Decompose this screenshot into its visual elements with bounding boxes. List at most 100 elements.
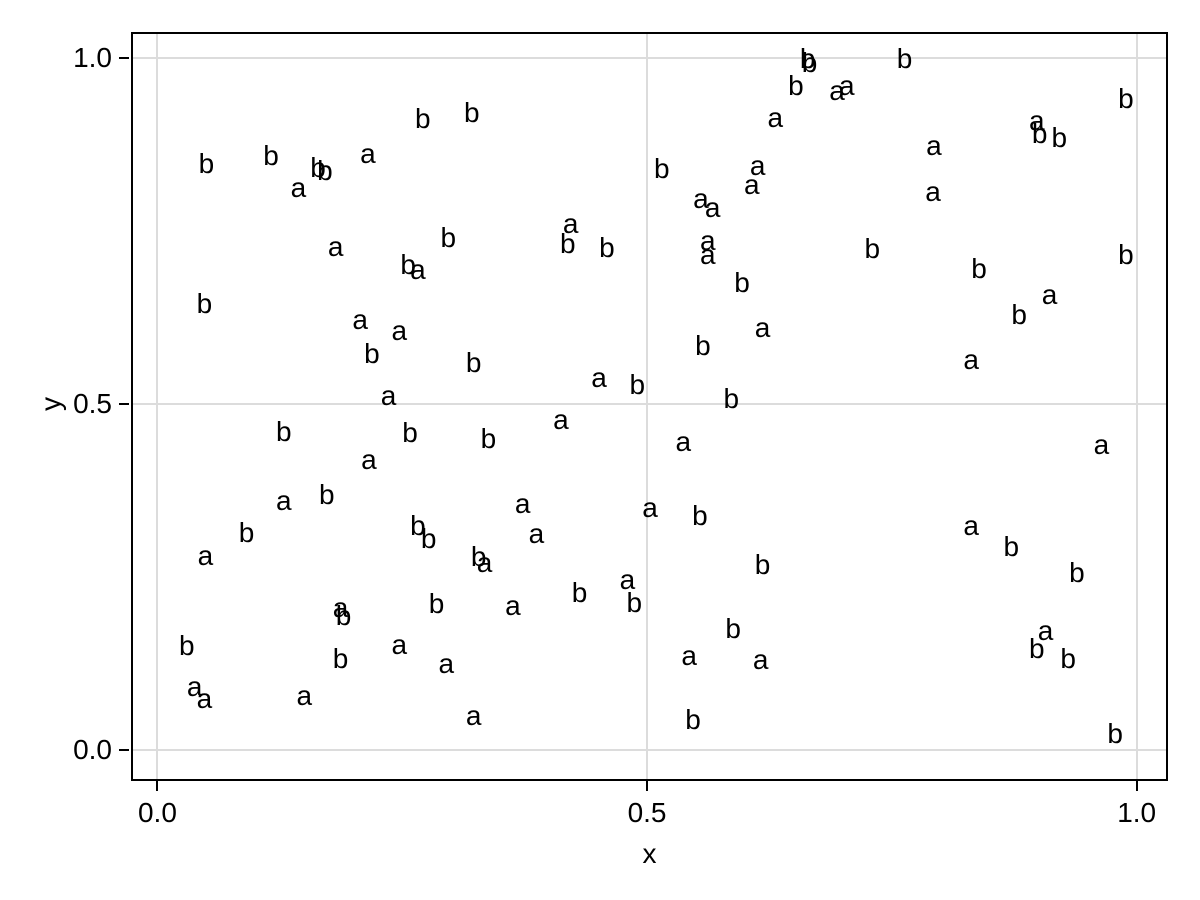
data-point-label-a: a <box>361 443 377 475</box>
data-point-label-b: b <box>864 232 881 264</box>
data-point-label-b: b <box>685 703 701 735</box>
data-point-label-a: a <box>410 254 426 286</box>
data-point-label-b: b <box>310 151 326 183</box>
data-point-label-b: b <box>799 43 816 75</box>
data-point-label-a: a <box>465 699 482 731</box>
plot-area <box>131 32 1168 781</box>
data-point-label-b: b <box>275 416 292 448</box>
data-point-label-b: b <box>1069 557 1085 589</box>
data-point-label-a: a <box>963 510 979 542</box>
data-point-label-b: b <box>238 517 255 549</box>
data-point-label-a: a <box>553 403 569 435</box>
data-point-label-a: a <box>591 362 607 394</box>
data-point-label-b: b <box>415 103 431 135</box>
data-point-label-b: b <box>480 422 497 454</box>
data-point-label-b: b <box>1060 642 1076 674</box>
data-point-label-a: a <box>963 344 979 376</box>
data-point-label-a: a <box>1093 428 1110 460</box>
data-point-label-b: b <box>440 222 457 254</box>
data-point-label-b: b <box>410 510 426 542</box>
data-point-label-b: b <box>364 337 380 369</box>
data-point-label-b: b <box>263 140 279 172</box>
data-point-label-a: a <box>752 643 769 675</box>
data-point-label-b: b <box>788 70 804 102</box>
x-tick-label: 0.5 <box>627 797 667 828</box>
y-tick-label: 1.0 <box>73 42 112 74</box>
y-tick-label: 0.5 <box>73 388 112 420</box>
data-point-label-a: a <box>186 670 203 702</box>
data-point-label-b: b <box>1031 117 1048 149</box>
data-point-label-b: b <box>1051 122 1068 154</box>
data-point-label-b: b <box>470 541 487 573</box>
gridline-vertical <box>646 34 649 779</box>
data-point-label-b: b <box>1028 633 1045 665</box>
data-point-label-b: b <box>1003 530 1020 562</box>
data-point-label-a: a <box>829 75 845 107</box>
data-point-label-a: a <box>290 172 307 204</box>
data-point-label-b: b <box>319 478 335 510</box>
data-point-label-b: b <box>695 330 711 362</box>
x-tick-label: 0.0 <box>137 797 177 828</box>
data-point-label-a: a <box>296 679 313 711</box>
data-point-label-b: b <box>198 148 215 180</box>
data-point-label-b: b <box>629 369 646 401</box>
data-point-label-a: a <box>1028 105 1045 137</box>
data-point-label-b: b <box>653 152 670 184</box>
data-point-label-a: a <box>699 239 716 271</box>
data-point-label-a: a <box>528 517 545 549</box>
y-tick-label: 0.0 <box>73 733 112 765</box>
data-point-label-b: b <box>725 613 742 645</box>
x-tick-label: 1.0 <box>1117 797 1157 828</box>
gridline-vertical <box>156 34 159 779</box>
data-point-label-a: a <box>505 589 521 621</box>
data-point-label-b: b <box>196 288 213 320</box>
data-point-label-b: b <box>723 382 740 414</box>
x-axis-label: x <box>642 838 657 869</box>
data-point-label-a: a <box>744 169 760 201</box>
data-point-label-b: b <box>400 249 416 281</box>
data-point-label-a: a <box>352 304 368 336</box>
data-point-label-a: a <box>380 380 397 412</box>
data-point-label-b: b <box>896 43 913 75</box>
data-point-label-a: a <box>197 540 214 572</box>
data-point-label-a: a <box>196 683 213 715</box>
data-point-label-b: b <box>402 416 418 448</box>
data-point-label-a: a <box>767 101 784 133</box>
y-tick-mark <box>119 403 129 406</box>
data-point-label-b: b <box>626 586 643 618</box>
data-point-label-a: a <box>332 591 349 623</box>
data-point-label-b: b <box>599 232 615 264</box>
gridline-vertical <box>1135 34 1138 779</box>
gridline-horizontal <box>133 403 1166 406</box>
data-point-label-b: b <box>179 629 195 661</box>
data-point-label-b: b <box>335 600 352 632</box>
y-tick-mark <box>119 57 129 60</box>
data-point-label-b: b <box>571 577 588 609</box>
data-point-label-a: a <box>275 484 292 516</box>
data-point-label-a: a <box>704 191 721 223</box>
data-point-label-b: b <box>332 642 349 674</box>
data-point-label-a: a <box>327 230 344 262</box>
data-point-label-a: a <box>391 315 408 347</box>
data-point-label-b: b <box>971 252 987 284</box>
data-point-label-a: a <box>754 311 771 343</box>
data-point-label-b: b <box>428 588 445 620</box>
data-point-label-a: a <box>391 628 408 660</box>
data-point-label-a: a <box>438 647 455 679</box>
data-point-label-a: a <box>562 208 579 240</box>
data-point-label-b: b <box>734 267 750 299</box>
data-point-label-b: b <box>692 499 708 531</box>
x-tick-mark <box>646 781 649 791</box>
y-axis-label: y <box>35 397 66 412</box>
data-point-label-a: a <box>926 129 942 161</box>
data-point-label-a: a <box>675 425 692 457</box>
gridline-horizontal <box>133 748 1166 751</box>
data-point-label-a: a <box>925 176 941 208</box>
data-point-label-a: a <box>619 564 636 596</box>
x-tick-mark <box>156 781 159 791</box>
data-point-label-b: b <box>463 97 480 129</box>
data-point-label-b: b <box>465 346 482 378</box>
data-point-label-b: b <box>1118 239 1134 270</box>
data-point-label-b: b <box>317 155 333 187</box>
data-point-label-a: a <box>1037 614 1054 646</box>
